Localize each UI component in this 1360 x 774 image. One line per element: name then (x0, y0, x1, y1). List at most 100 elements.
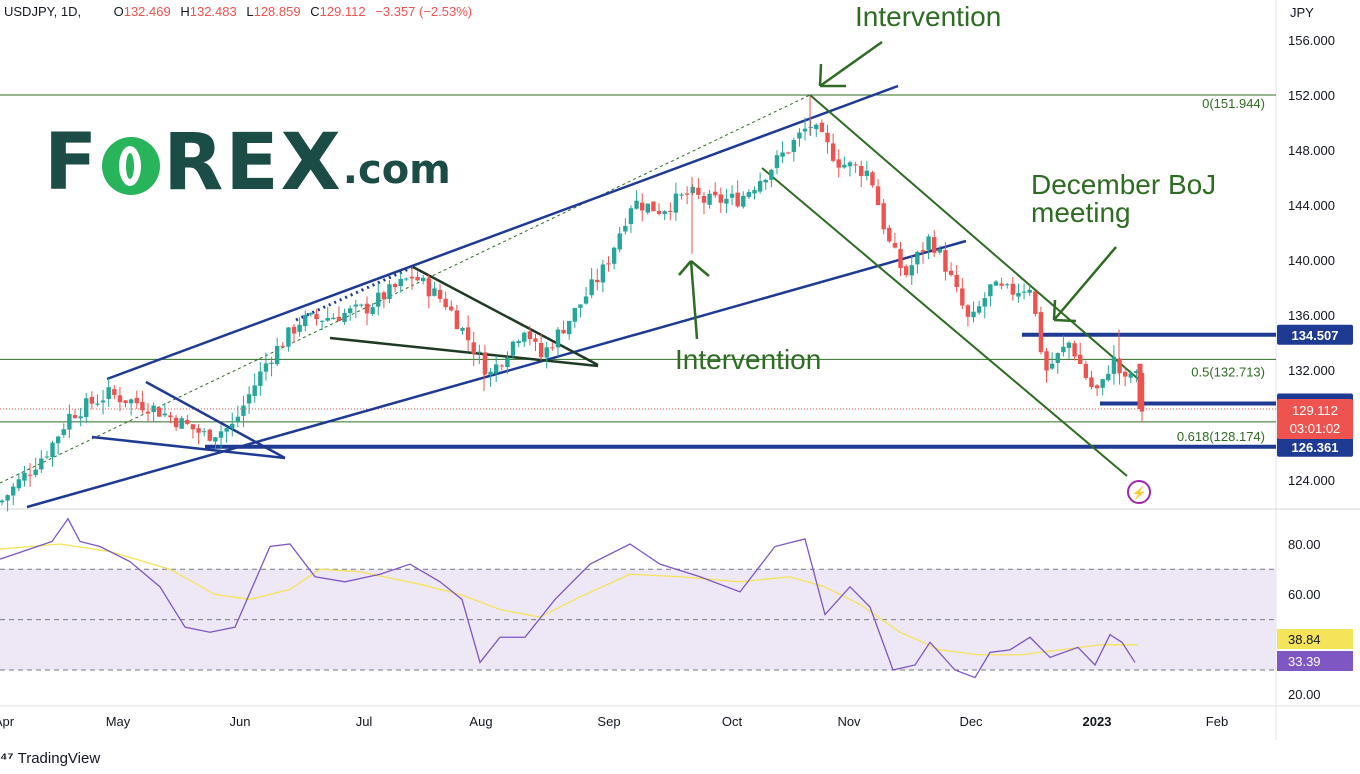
candle-body (33, 469, 38, 476)
candle-body (1134, 371, 1139, 373)
candle-body (864, 170, 870, 176)
rsi-badge-text: 33.39 (1288, 654, 1321, 669)
candle-body (701, 195, 707, 203)
candle (847, 160, 853, 177)
candle (437, 283, 443, 303)
candle (623, 218, 628, 235)
candle (134, 390, 139, 409)
candle-body (769, 169, 774, 180)
candle-body (297, 324, 302, 332)
candle (78, 407, 83, 427)
candle (960, 278, 965, 310)
candle (179, 416, 184, 429)
candle (527, 325, 533, 346)
candle-body (291, 326, 297, 334)
candle-body (887, 227, 892, 242)
candle-body (213, 437, 218, 442)
candle (1005, 283, 1010, 289)
candle-body (460, 328, 465, 331)
candle-body (752, 189, 757, 194)
candle (280, 341, 285, 348)
candle-body (112, 389, 117, 395)
chart-header: USDJPY, 1D, O132.469 H132.483 L128.859 C… (4, 4, 478, 19)
candle-body (1005, 284, 1010, 286)
candle-body (1049, 363, 1055, 369)
candle (331, 312, 336, 320)
time-tick-label: May (106, 714, 131, 729)
candle (780, 141, 785, 164)
candle (578, 304, 583, 318)
candle (286, 327, 291, 352)
candle (246, 386, 252, 414)
candle-body (465, 327, 471, 341)
candle (915, 250, 920, 274)
candle-body (673, 193, 679, 213)
price-tick-label: 156.000 (1288, 33, 1335, 48)
candle-body (786, 152, 791, 154)
candle (415, 271, 420, 282)
candle (892, 232, 898, 249)
candle-body (600, 264, 606, 283)
open-label: O (113, 4, 124, 19)
candle (27, 463, 33, 487)
candle-body (668, 210, 673, 212)
candle (522, 331, 527, 347)
candle (308, 312, 314, 317)
candle-body (359, 304, 364, 306)
candle (903, 264, 909, 278)
candle-body (16, 479, 22, 489)
candle-body (409, 276, 415, 279)
candle-body (286, 327, 291, 347)
candle (533, 333, 538, 352)
candle (16, 473, 22, 492)
candle-body (157, 407, 162, 417)
candle (493, 355, 499, 382)
candle-body (656, 210, 662, 214)
candle-body (128, 399, 134, 404)
candle (151, 402, 156, 423)
horizontal-levels (205, 332, 1276, 449)
candle (258, 362, 263, 396)
candle (606, 256, 611, 272)
candle-body (78, 416, 83, 419)
price-tick-label: 144.000 (1288, 198, 1335, 213)
candle (426, 274, 431, 309)
candle (84, 392, 89, 424)
symbol-label[interactable]: USDJPY, 1D, (4, 4, 82, 19)
candle (44, 450, 50, 460)
fib-label: 0.618(128.174) (1177, 429, 1265, 444)
candle (774, 150, 780, 175)
candle-body (960, 288, 965, 306)
candle-body (555, 329, 561, 348)
candle-body (937, 249, 943, 253)
candle-body (1083, 363, 1089, 378)
candle-body (1044, 351, 1049, 371)
candle (864, 161, 870, 181)
triangle-line (412, 265, 599, 367)
open-value: 132.469 (123, 4, 171, 19)
candle (555, 327, 561, 357)
candle-body (611, 247, 617, 264)
candle-body (303, 314, 308, 327)
candle-body (903, 266, 909, 276)
candle (735, 180, 740, 208)
candle-body (774, 155, 780, 168)
candle-body (825, 132, 830, 143)
candle-body (853, 164, 858, 166)
candle (965, 304, 971, 327)
candle (926, 234, 931, 260)
candle (291, 323, 297, 343)
candle (404, 277, 409, 282)
candle (61, 423, 66, 438)
candle (729, 185, 735, 206)
candle-body (269, 362, 274, 364)
down-channel-line (809, 94, 1145, 385)
candle (1122, 367, 1128, 387)
candle-body (336, 316, 342, 322)
tradingview-footer[interactable]: ⁴⁷ TradingView (0, 750, 100, 767)
time-tick-label: Oct (722, 714, 743, 729)
alert-bolt-icon[interactable] (1127, 480, 1151, 504)
candle (140, 390, 145, 414)
candle-body (454, 310, 460, 330)
